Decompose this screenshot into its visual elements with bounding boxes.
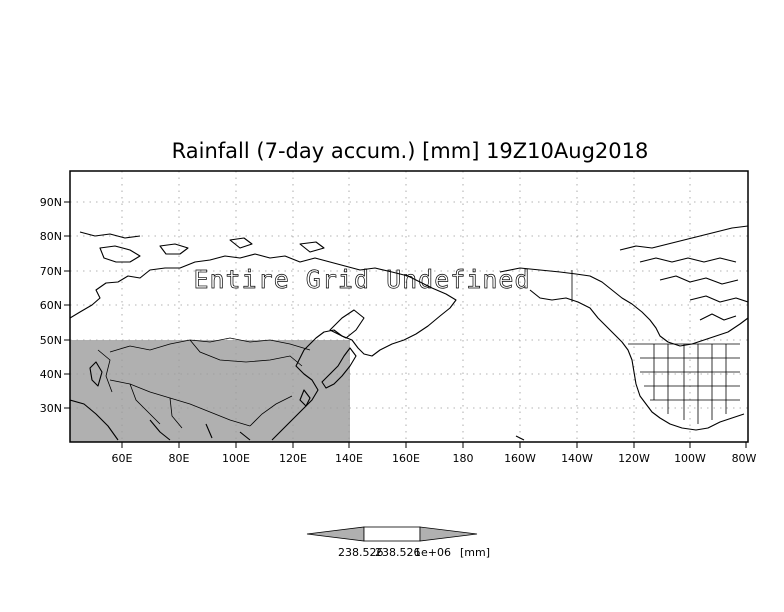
colorbar-unit: [mm] [460,546,490,559]
colorbar: 238.526 238.526 1e+06 [mm] [306,526,490,559]
colorbar-left-triangle [306,526,365,542]
north-america-coastline [499,225,748,441]
lon-label: 160E [392,452,420,465]
undefined-grid-message: Entire Grid Undefined [193,265,530,294]
lat-labels: 90N 80N 70N 60N 50N 40N 30N [40,196,62,415]
map-frame [69,170,749,443]
lat-label: 40N [40,368,62,381]
lon-label: 120W [618,452,650,465]
map-title: Rainfall (7-day accum.) [mm] 19Z10Aug201… [172,139,649,163]
lon-label: 100E [222,452,250,465]
lon-label: 60E [112,452,133,465]
asia-borders [97,337,311,429]
colorbar-box [363,526,421,542]
lon-label: 160W [504,452,536,465]
colorbar-label-2: 238.526 [375,546,421,559]
lat-label: 50N [40,334,62,347]
lat-label: 90N [40,196,62,209]
gridlines [70,171,748,442]
map-area [70,171,748,442]
north-america-borders [571,270,740,424]
colorbar-right-triangle [419,526,478,542]
lon-labels: 60E 80E 100E 120E 140E 160E 180 160W 140… [112,452,757,465]
lat-label: 80N [40,230,62,243]
lon-label: 100W [674,452,706,465]
lon-label: 80E [169,452,190,465]
lon-tick-marks [121,442,747,448]
lon-label: 140E [335,452,363,465]
colorbar-label-3: 1e+06 [414,546,451,559]
lat-label: 70N [40,265,62,278]
lon-label: 80W [732,452,757,465]
lon-label: 120E [279,452,307,465]
lat-label: 30N [40,402,62,415]
lon-label: 140W [561,452,593,465]
lat-tick-marks [64,201,70,409]
colorbar-label-1: 238.526 [338,546,384,559]
eurasia-coastline [70,231,457,441]
lon-label: 180 [453,452,474,465]
lat-label: 60N [40,299,62,312]
